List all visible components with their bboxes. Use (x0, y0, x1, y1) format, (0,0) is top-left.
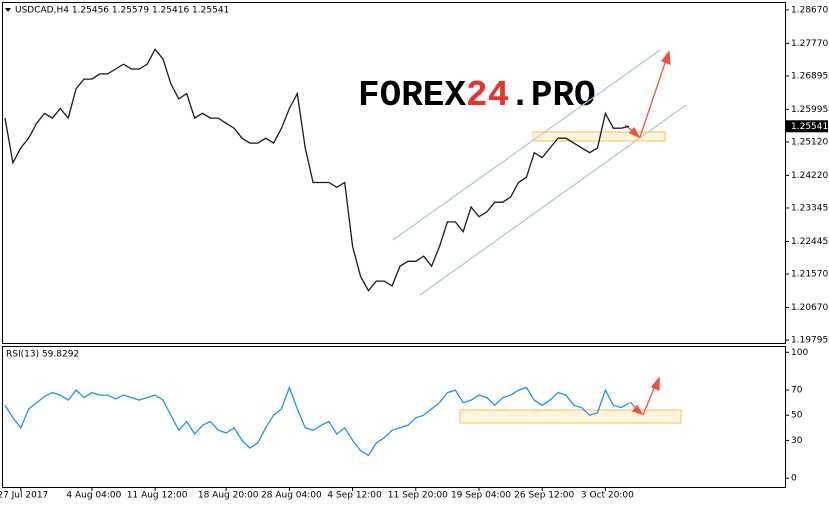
watermark-part: 24 (466, 75, 509, 116)
arrow-head (628, 126, 641, 139)
y-tick-label: 1.28670 (791, 5, 828, 15)
y-tick-label: 1.21570 (791, 269, 828, 279)
y-tick-label: 100 (791, 348, 808, 358)
watermark-part: FOREX (358, 75, 466, 116)
y-tick-label: 1.22445 (791, 237, 828, 247)
rsi-zone (459, 409, 682, 424)
current-price-label: 1.25541 (791, 122, 828, 132)
x-tick-label: 19 Sep 04:00 (451, 491, 511, 501)
x-tick-label: 28 Aug 04:00 (261, 491, 322, 501)
y-tick-label: 1.25120 (791, 137, 828, 147)
series-line (4, 48, 630, 292)
arrow (642, 385, 656, 416)
y-tick-label: 1.26895 (791, 71, 828, 81)
y-tick-label: 1.24220 (791, 171, 828, 181)
watermark: FOREX24.PRO (358, 75, 596, 116)
y-tick-label: 0 (791, 474, 797, 484)
forecast-arrows (624, 50, 671, 416)
price-panel (2, 2, 786, 344)
y-tick-label: 1.20670 (791, 303, 828, 313)
x-tick-label: 11 Sep 20:00 (388, 491, 448, 501)
y-tick-label: 30 (791, 436, 803, 446)
rsi-panel (2, 346, 786, 488)
x-tick-label: 4 Aug 04:00 (66, 491, 121, 501)
arrow-head (631, 404, 644, 416)
arrow (639, 59, 667, 138)
x-tick-label: 3 Oct 20:00 (581, 491, 634, 501)
arrow-head (650, 376, 660, 391)
y-tick-label: 1.25995 (791, 105, 828, 115)
y-tick-label: 1.23345 (791, 203, 828, 213)
channel-line (392, 49, 661, 241)
x-tick-label: 27 Jul 2017 (0, 491, 48, 501)
x-tick-label: 11 Aug 12:00 (127, 491, 188, 501)
y-tick-label: 1.19795 (791, 336, 828, 346)
y-tick-label: 1.27770 (791, 39, 828, 49)
y-tick-label: 70 (791, 386, 803, 396)
channel-line (419, 104, 687, 296)
x-tick-label: 4 Sep 12:00 (327, 491, 382, 501)
current-price-box (786, 120, 828, 133)
watermark-part: .PRO (509, 75, 595, 116)
chart-title: USDCAD,H4 1.25456 1.25579 1.25416 1.2554… (15, 6, 229, 16)
rsi-title: RSI(13) 59.8292 (6, 350, 79, 360)
arrow-head (660, 50, 671, 65)
series-line (4, 385, 630, 457)
y-tick-label: 50 (791, 411, 803, 421)
x-tick-label: 26 Sep 12:00 (514, 491, 574, 501)
x-tick-label: 18 Aug 20:00 (198, 491, 259, 501)
menu-triangle (5, 8, 11, 12)
